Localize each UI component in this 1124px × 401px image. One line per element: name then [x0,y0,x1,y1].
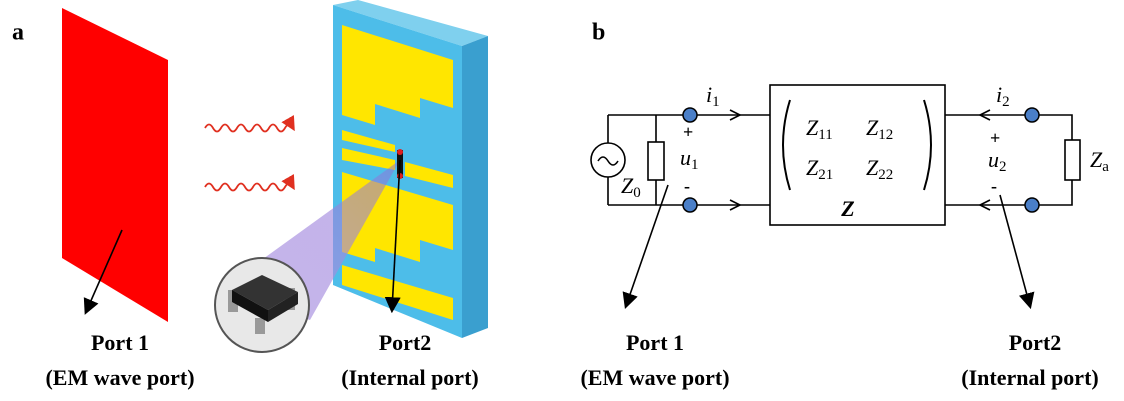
port-subtitle: (Internal port) [341,365,478,390]
sign: - [991,176,997,196]
figure: a Port 1 (EM wave port) Port2 (Internal … [0,0,1124,401]
pointer-arrow [1000,195,1030,306]
contact [397,149,403,155]
voltage-label: u2 [988,147,1007,175]
pointer-arrow [626,185,668,306]
panel-label: b [592,20,605,46]
wave [205,125,293,132]
voltage-label: u1 [680,145,699,173]
matrix-entry: Z11 [806,115,833,143]
port-title: Port2 [379,330,432,355]
sign: + [990,128,1000,148]
port-subtitle: (Internal port) [961,365,1098,390]
impedance-label: Za [1090,147,1109,175]
matrix-name: Z [840,196,854,221]
wave [205,184,293,191]
current-label: i1 [706,82,720,110]
port-subtitle: (EM wave port) [580,365,729,390]
sign: + [683,122,693,142]
current-label: i2 [996,82,1010,110]
port-title: Port2 [1009,330,1062,355]
matrix-entry: Z21 [806,155,833,183]
panel-label: a [12,20,24,46]
board-side [462,36,488,338]
sign: - [684,176,690,196]
port-subtitle: (EM wave port) [45,365,194,390]
matrix-entry: Z12 [866,115,893,143]
terminals [683,108,1039,212]
impedance-label: Z0 [621,173,641,201]
port-title: Port 1 [91,330,149,355]
wave-port-plane [62,8,168,322]
port-title: Port 1 [626,330,684,355]
matrix-entry: Z22 [866,155,893,183]
